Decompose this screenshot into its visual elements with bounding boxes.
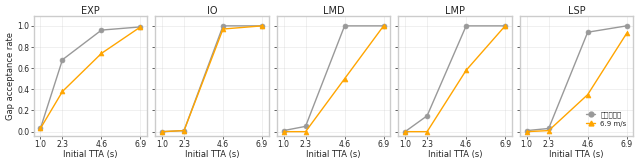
Y-axis label: Gap acceptance rate: Gap acceptance rate	[6, 32, 15, 120]
Title: EXP: EXP	[81, 6, 100, 16]
Title: LMP: LMP	[445, 6, 465, 16]
X-axis label: Initial TTA (s): Initial TTA (s)	[63, 150, 118, 159]
X-axis label: Initial TTA (s): Initial TTA (s)	[307, 150, 361, 159]
Title: LMD: LMD	[323, 6, 344, 16]
Legend: 人类参与者, 6.9 m/s: 人类参与者, 6.9 m/s	[583, 108, 630, 130]
X-axis label: Initial TTA (s): Initial TTA (s)	[185, 150, 239, 159]
X-axis label: Initial TTA (s): Initial TTA (s)	[549, 150, 604, 159]
Title: LSP: LSP	[568, 6, 586, 16]
Title: IO: IO	[207, 6, 217, 16]
X-axis label: Initial TTA (s): Initial TTA (s)	[428, 150, 483, 159]
